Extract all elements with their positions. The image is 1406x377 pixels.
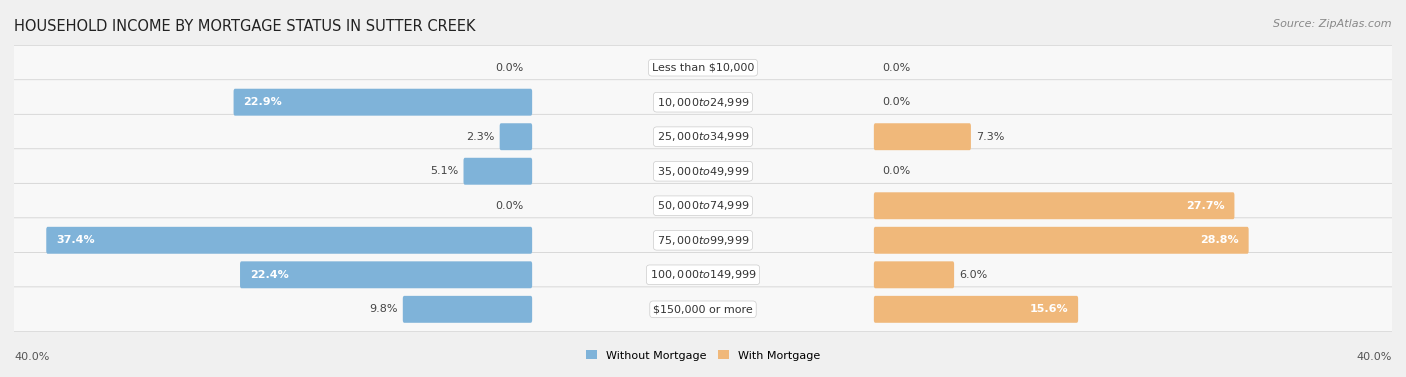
Text: 27.7%: 27.7% <box>1185 201 1225 211</box>
FancyBboxPatch shape <box>8 252 1398 297</box>
FancyBboxPatch shape <box>8 149 1398 194</box>
FancyBboxPatch shape <box>464 158 531 185</box>
FancyBboxPatch shape <box>402 296 531 323</box>
Text: $150,000 or more: $150,000 or more <box>654 304 752 314</box>
Text: $10,000 to $24,999: $10,000 to $24,999 <box>657 96 749 109</box>
Text: 0.0%: 0.0% <box>496 201 524 211</box>
FancyBboxPatch shape <box>8 218 1398 263</box>
Text: 15.6%: 15.6% <box>1029 304 1069 314</box>
Text: 0.0%: 0.0% <box>882 97 910 107</box>
Text: $100,000 to $149,999: $100,000 to $149,999 <box>650 268 756 281</box>
Text: 22.4%: 22.4% <box>250 270 288 280</box>
Text: 0.0%: 0.0% <box>496 63 524 73</box>
FancyBboxPatch shape <box>240 261 531 288</box>
FancyBboxPatch shape <box>875 192 1234 219</box>
Text: 5.1%: 5.1% <box>430 166 458 176</box>
Text: Less than $10,000: Less than $10,000 <box>652 63 754 73</box>
Text: $25,000 to $34,999: $25,000 to $34,999 <box>657 130 749 143</box>
Text: $35,000 to $49,999: $35,000 to $49,999 <box>657 165 749 178</box>
FancyBboxPatch shape <box>875 227 1249 254</box>
Legend: Without Mortgage, With Mortgage: Without Mortgage, With Mortgage <box>586 351 820 360</box>
FancyBboxPatch shape <box>8 114 1398 159</box>
FancyBboxPatch shape <box>875 123 972 150</box>
FancyBboxPatch shape <box>8 45 1398 90</box>
Text: 7.3%: 7.3% <box>976 132 1005 142</box>
Text: 28.8%: 28.8% <box>1201 235 1239 245</box>
FancyBboxPatch shape <box>8 183 1398 228</box>
Text: 9.8%: 9.8% <box>368 304 398 314</box>
Text: $75,000 to $99,999: $75,000 to $99,999 <box>657 234 749 247</box>
Text: 6.0%: 6.0% <box>960 270 988 280</box>
FancyBboxPatch shape <box>46 227 531 254</box>
Text: 40.0%: 40.0% <box>1357 352 1392 362</box>
Text: 2.3%: 2.3% <box>465 132 494 142</box>
Text: 40.0%: 40.0% <box>14 352 49 362</box>
Text: 22.9%: 22.9% <box>243 97 283 107</box>
FancyBboxPatch shape <box>8 287 1398 332</box>
FancyBboxPatch shape <box>8 80 1398 125</box>
FancyBboxPatch shape <box>875 296 1078 323</box>
Text: Source: ZipAtlas.com: Source: ZipAtlas.com <box>1274 19 1392 29</box>
FancyBboxPatch shape <box>875 261 955 288</box>
Text: $50,000 to $74,999: $50,000 to $74,999 <box>657 199 749 212</box>
Text: 37.4%: 37.4% <box>56 235 94 245</box>
FancyBboxPatch shape <box>499 123 531 150</box>
Text: 0.0%: 0.0% <box>882 63 910 73</box>
Text: HOUSEHOLD INCOME BY MORTGAGE STATUS IN SUTTER CREEK: HOUSEHOLD INCOME BY MORTGAGE STATUS IN S… <box>14 19 475 34</box>
Text: 0.0%: 0.0% <box>882 166 910 176</box>
FancyBboxPatch shape <box>233 89 531 116</box>
